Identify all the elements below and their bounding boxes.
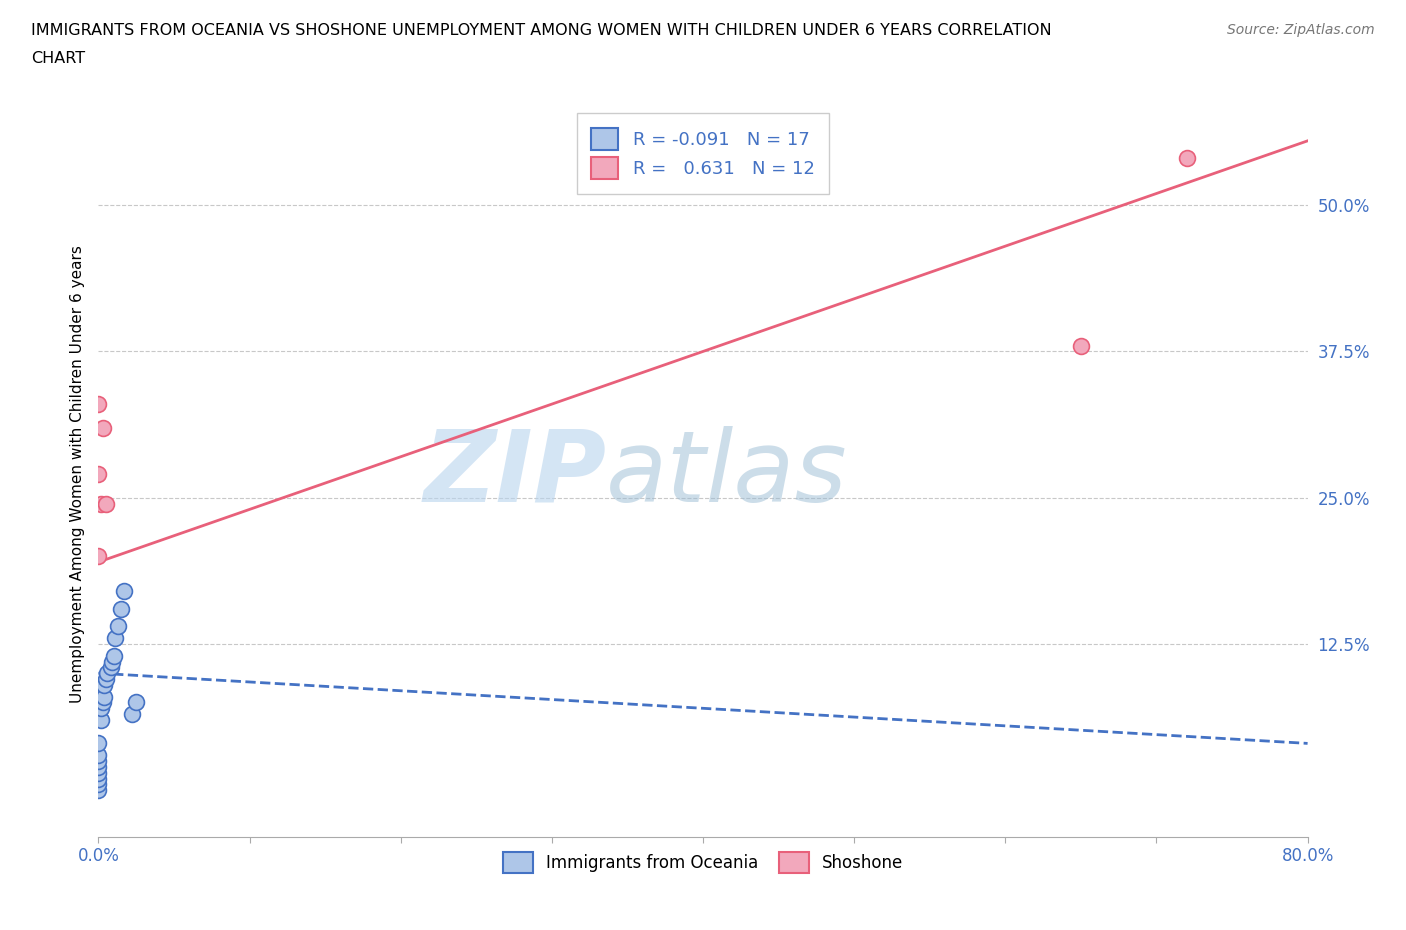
Text: CHART: CHART bbox=[31, 51, 84, 66]
Y-axis label: Unemployment Among Women with Children Under 6 years: Unemployment Among Women with Children U… bbox=[69, 246, 84, 703]
Point bbox=[94, 671, 117, 686]
Point bbox=[96, 666, 118, 681]
Point bbox=[87, 748, 110, 763]
Point bbox=[87, 760, 110, 775]
Text: Source: ZipAtlas.com: Source: ZipAtlas.com bbox=[1227, 23, 1375, 37]
Point bbox=[87, 777, 110, 791]
Point bbox=[90, 701, 112, 716]
Point bbox=[112, 584, 135, 599]
Point bbox=[90, 712, 112, 727]
Point bbox=[103, 648, 125, 663]
Point bbox=[87, 467, 110, 482]
Point bbox=[93, 677, 115, 692]
Point bbox=[125, 695, 148, 710]
Point bbox=[121, 707, 143, 722]
Text: ZIP: ZIP bbox=[423, 426, 606, 523]
Point bbox=[87, 753, 110, 768]
Point bbox=[1070, 339, 1092, 353]
Point bbox=[87, 783, 110, 798]
Point bbox=[87, 765, 110, 780]
Point bbox=[87, 736, 110, 751]
Point bbox=[107, 619, 129, 634]
Point bbox=[1175, 151, 1198, 166]
Point bbox=[87, 549, 110, 564]
Point bbox=[87, 397, 110, 412]
Point bbox=[91, 420, 114, 435]
Legend: Immigrants from Oceania, Shoshone: Immigrants from Oceania, Shoshone bbox=[496, 845, 910, 880]
Point bbox=[94, 496, 117, 511]
Point bbox=[90, 496, 112, 511]
Point bbox=[93, 689, 115, 704]
Point bbox=[101, 654, 124, 669]
Point bbox=[104, 631, 127, 645]
Text: IMMIGRANTS FROM OCEANIA VS SHOSHONE UNEMPLOYMENT AMONG WOMEN WITH CHILDREN UNDER: IMMIGRANTS FROM OCEANIA VS SHOSHONE UNEM… bbox=[31, 23, 1052, 38]
Point bbox=[87, 771, 110, 786]
Point bbox=[91, 695, 114, 710]
Point bbox=[110, 602, 132, 617]
Point bbox=[100, 660, 122, 675]
Text: atlas: atlas bbox=[606, 426, 848, 523]
